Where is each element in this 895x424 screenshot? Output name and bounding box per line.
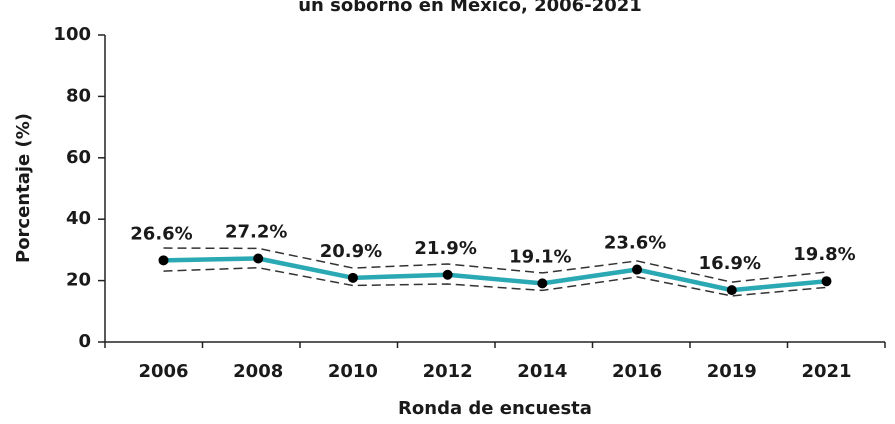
x-tick-label: 2021 <box>801 361 851 382</box>
value-label: 27.2% <box>225 221 287 242</box>
point <box>726 285 737 296</box>
value-label: 23.6% <box>604 233 666 254</box>
y-tick-label: 40 <box>66 208 91 229</box>
y-tick-label: 20 <box>66 270 91 291</box>
value-label: 19.1% <box>509 246 571 267</box>
line <box>163 256 827 293</box>
y-tick-label: 60 <box>66 147 91 168</box>
point <box>821 276 832 287</box>
value-label: 19.8% <box>793 244 855 265</box>
x-tick-label: 2019 <box>707 361 757 382</box>
x-tick-label: 2016 <box>612 361 662 382</box>
value-label: 20.9% <box>320 241 382 262</box>
x-tick-label: 2010 <box>328 361 378 382</box>
point <box>537 278 548 289</box>
x-tick-label: 2006 <box>138 361 188 382</box>
value-label: 21.9% <box>414 238 476 259</box>
x-tick-label: 2008 <box>233 361 283 382</box>
value-label: 26.6% <box>130 223 192 244</box>
y-axis-label: Porcentaje (%) <box>13 113 34 263</box>
chart-title: un soborno en México, 2006-2021 <box>298 0 642 16</box>
point <box>253 253 264 264</box>
x-tick-label: 2012 <box>423 361 473 382</box>
x-tick-label: 2014 <box>517 361 567 382</box>
point <box>632 264 643 275</box>
x-axis-label: Ronda de encuesta <box>398 398 592 419</box>
y-tick-label: 0 <box>78 331 91 352</box>
point <box>158 255 169 266</box>
value-label: 16.9% <box>699 253 761 274</box>
point <box>442 269 453 280</box>
point <box>347 272 358 283</box>
y-tick-label: 100 <box>53 24 91 45</box>
y-tick-label: 80 <box>66 85 91 106</box>
